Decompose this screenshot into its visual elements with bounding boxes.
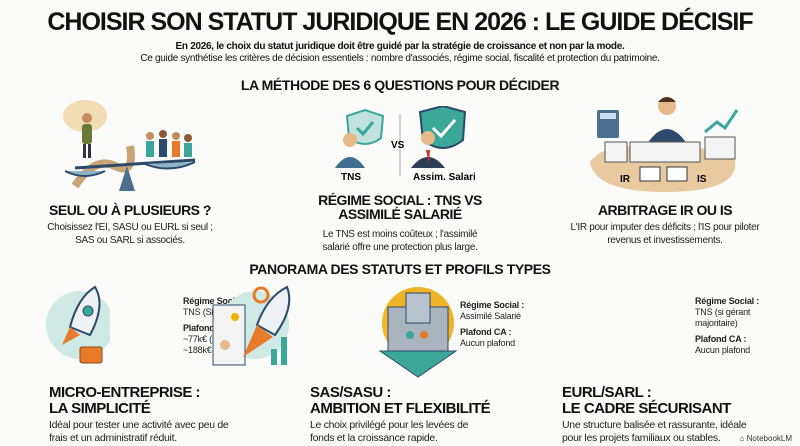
card-regime-social: RÉGIME SOCIAL : TNS VS ASSIMILÉ SALARIÉ …	[300, 193, 500, 254]
card-desc: Choisissez l'EI, SASU ou EURL si seul ; …	[47, 222, 213, 246]
page-title: CHOISIR SON STATUT JURIDIQUE EN 2026 : L…	[47, 8, 753, 36]
vs-label: VS	[391, 140, 405, 151]
sas-info: Régime Social : Assimilé Salarié Plafond …	[460, 300, 525, 348]
card-title: ARBITRAGE IR OU IS	[597, 202, 733, 218]
notebooklm-brand: ⌂ NotebookLM	[740, 434, 792, 443]
card-seul-ou-plusieurs: SEUL OU À PLUSIEURS ? Choisissez l'EI, S…	[30, 203, 230, 247]
ir-label: IR	[620, 174, 631, 185]
subtitle-line-1: En 2026, le choix du statut juridique do…	[175, 41, 625, 52]
scale-people-icon	[63, 100, 196, 191]
card-desc: Le TNS est moins coûteux ; l'assimilé sa…	[322, 229, 478, 253]
status-title: SAS/SASU :	[310, 384, 391, 401]
card-title: RÉGIME SOCIAL : TNS VS ASSIMILÉ SALARIÉ	[318, 192, 482, 222]
is-label: IS	[697, 174, 707, 185]
status-title: EURL/SARL :	[562, 384, 652, 401]
card-desc: L'IR pour imputer des déficits ; l'IS po…	[570, 222, 760, 246]
status-title: LA SIMPLICITÉ	[49, 400, 151, 417]
section-heading-panorama: PANORAMA DES STATUTS ET PROFILS TYPES	[249, 261, 551, 277]
tns-label: TNS	[341, 172, 361, 183]
status-title: AMBITION ET FLEXIBILITÉ	[310, 400, 491, 417]
assimile-label: Assim. Salarié	[413, 172, 475, 183]
shields-people-icon: TNS VS Assim. Salarié	[335, 106, 475, 183]
eurl-info: Régime Social : TNS (si gérant majoritair…	[695, 296, 760, 355]
rocket-suitcase-icon	[46, 285, 110, 364]
status-title: LE CADRE SÉCURISANT	[562, 400, 731, 417]
rocket-growth-icon	[212, 285, 291, 366]
status-eurl: EURL/SARL : LE CADRE SÉCURISANT Une stru…	[562, 385, 782, 445]
castle-family-icon	[378, 287, 458, 378]
status-desc: Idéal pour tester une activité avec peu …	[49, 419, 229, 444]
brand-label: NotebookLM	[746, 434, 792, 443]
card-arbitrage-ir-is: ARBITRAGE IR OU IS L'IR pour imputer des…	[560, 203, 770, 247]
subtitle-line-2: Ce guide synthétise les critères de déci…	[140, 53, 660, 64]
status-desc: Le choix privilégé pour les levées de fo…	[310, 419, 469, 444]
accountant-icon: IR IS	[590, 97, 739, 192]
section-heading-method: LA MÉTHODE DES 6 QUESTIONS POUR DÉCIDER	[240, 77, 560, 93]
status-sas: SAS/SASU : AMBITION ET FLEXIBILITÉ Le ch…	[310, 385, 530, 445]
card-title: SEUL OU À PLUSIEURS ?	[49, 202, 211, 218]
status-title: MICRO-ENTREPRISE :	[49, 384, 201, 401]
notebooklm-logo-icon: ⌂	[739, 434, 747, 443]
status-micro: MICRO-ENTREPRISE : LA SIMPLICITÉ Idéal p…	[49, 385, 249, 445]
status-desc: Une structure balisée et rassurante, idé…	[562, 419, 747, 444]
